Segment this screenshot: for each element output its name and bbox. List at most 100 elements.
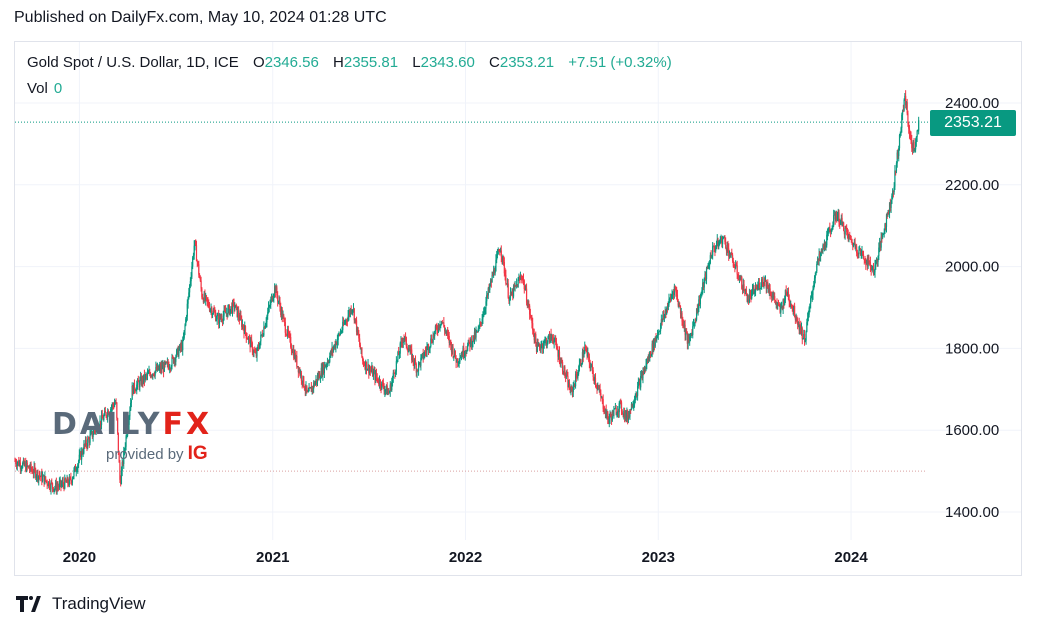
- candle-body: [578, 370, 580, 374]
- candle-body: [349, 311, 351, 315]
- candle-body: [705, 268, 708, 280]
- candle-body: [558, 351, 561, 363]
- candle-body: [265, 322, 267, 325]
- candle-body: [516, 284, 518, 286]
- candle-body: [688, 338, 690, 341]
- candle-body: [134, 390, 136, 392]
- candle-body: [890, 203, 892, 208]
- provided-by-text: provided by: [106, 446, 184, 463]
- candle-body: [562, 371, 564, 375]
- candle-body: [791, 306, 793, 308]
- candle-body: [851, 239, 853, 244]
- candle-body: [251, 339, 253, 343]
- candle-body: [447, 334, 450, 336]
- candle-body: [601, 397, 603, 400]
- candle-body: [116, 402, 118, 419]
- candle-body: [193, 245, 195, 256]
- candle-body: [82, 452, 84, 454]
- y-tick-label: 1800.00: [945, 340, 999, 357]
- candle-body: [623, 410, 626, 419]
- candle-body: [296, 355, 298, 367]
- candle-body: [540, 346, 542, 350]
- candle-body: [179, 344, 181, 350]
- candle-body: [746, 293, 748, 302]
- candle-body: [117, 418, 119, 433]
- candle-body: [388, 391, 390, 394]
- candle-body: [108, 413, 110, 416]
- candle-body: [257, 346, 259, 348]
- close-label: C: [489, 54, 500, 71]
- candle-body: [84, 444, 86, 446]
- candle-body: [22, 463, 24, 468]
- candle-body: [776, 303, 778, 305]
- candle-body: [910, 136, 912, 141]
- volume-legend: Vol 0: [27, 80, 62, 97]
- candle-body: [757, 285, 759, 289]
- candle-body: [245, 332, 247, 339]
- candle-body: [270, 296, 273, 300]
- candle-body: [549, 334, 551, 343]
- change-value: +7.51: [568, 54, 607, 71]
- candle-body: [504, 273, 506, 275]
- candle-body: [280, 307, 282, 316]
- candle-body: [280, 309, 283, 316]
- candle-body: [232, 301, 234, 303]
- candle-body: [900, 127, 902, 134]
- candle-body: [110, 408, 112, 413]
- candle-body: [691, 333, 693, 336]
- candle-body: [450, 340, 452, 345]
- candle-body: [319, 373, 321, 379]
- low-label: L: [412, 54, 421, 71]
- candle-body: [607, 418, 610, 423]
- candle-body: [404, 336, 406, 340]
- candle-body: [185, 316, 188, 319]
- candle-body: [718, 242, 720, 247]
- candle-body: [148, 371, 150, 374]
- candle-body: [485, 301, 487, 309]
- candle-body: [58, 482, 61, 487]
- candle-body: [605, 409, 607, 418]
- candle-body: [375, 373, 377, 381]
- candle-body: [405, 337, 407, 347]
- candle-body: [65, 481, 67, 483]
- candle-body: [442, 322, 444, 324]
- candle-body: [726, 245, 728, 251]
- candle-body: [695, 319, 697, 321]
- candle-body: [531, 317, 533, 324]
- candle-body: [166, 361, 168, 363]
- candle-body: [343, 322, 345, 325]
- candle-body: [872, 267, 874, 269]
- candle-body: [856, 253, 858, 255]
- candle-body: [130, 402, 132, 411]
- candle-body: [860, 253, 862, 255]
- candle-body: [607, 411, 609, 419]
- candle-body: [401, 342, 404, 344]
- candle-body: [390, 384, 392, 391]
- candle-body: [666, 307, 668, 314]
- candle-body: [362, 360, 365, 365]
- candle-body: [771, 295, 773, 298]
- candle-body: [94, 430, 96, 432]
- candle-body: [774, 296, 776, 300]
- candle-body: [316, 379, 318, 383]
- candle-body: [756, 288, 758, 290]
- high-value: 2355.81: [343, 54, 399, 71]
- candle-body: [784, 299, 786, 305]
- open-value: 2346.56: [264, 54, 319, 71]
- candle-body: [870, 266, 872, 271]
- candle-body: [17, 460, 19, 464]
- candle-body: [465, 351, 467, 353]
- candle-body: [764, 277, 766, 282]
- candle-body: [313, 382, 316, 386]
- candle-body: [46, 481, 48, 485]
- candle-body: [705, 274, 707, 280]
- candle-body: [498, 250, 500, 252]
- tradingview-brand[interactable]: TradingView: [16, 594, 146, 614]
- candle-body: [180, 344, 182, 349]
- candle-body: [722, 236, 724, 239]
- candle-body: [111, 404, 113, 408]
- candle-body: [87, 438, 90, 440]
- candle-body: [883, 232, 885, 235]
- candle-body: [51, 482, 54, 488]
